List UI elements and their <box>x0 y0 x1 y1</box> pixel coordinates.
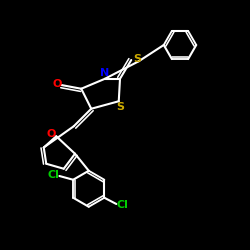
Text: S: S <box>116 102 124 112</box>
Text: O: O <box>46 129 56 139</box>
Text: N: N <box>100 68 109 78</box>
Text: O: O <box>52 79 62 89</box>
Text: Cl: Cl <box>117 200 128 210</box>
Text: Cl: Cl <box>48 170 59 180</box>
Text: S: S <box>133 54 141 64</box>
